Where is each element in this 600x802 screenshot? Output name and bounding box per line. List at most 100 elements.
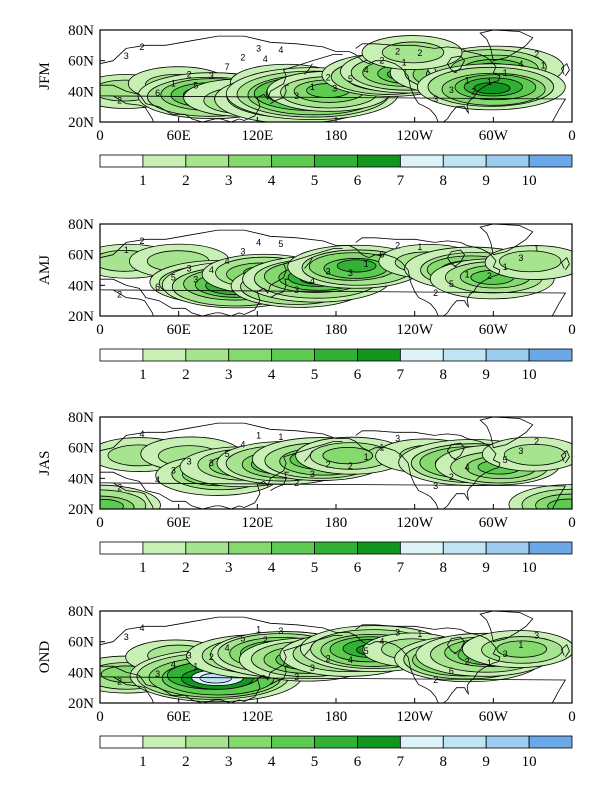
colorbar-level-label: 9: [482, 560, 490, 576]
colorbar-swatch: [99, 348, 144, 362]
contour-label: 3: [395, 628, 400, 638]
panel-amj: AMJ80N60N40N20N2343211534653643121245312…: [37, 217, 576, 383]
lon-tick-label: 0: [96, 709, 104, 725]
contour-label: 2: [534, 437, 539, 447]
colorbar-swatch: [314, 541, 358, 555]
contour-label: 4: [139, 429, 144, 439]
coastline: [479, 417, 534, 449]
contour-label: 4: [225, 643, 230, 653]
lat-tick-label: 20N: [68, 309, 94, 325]
colorbar-swatch: [314, 154, 358, 168]
contour-label: 3: [310, 469, 315, 479]
colorbar-level-label: 5: [311, 560, 319, 576]
lon-tick-label: 120W: [396, 709, 434, 725]
contour-label: 2: [117, 96, 122, 106]
contour-label: 3: [187, 651, 192, 661]
colorbar-level-label: 3: [225, 754, 233, 770]
contour-label: 5: [348, 74, 353, 84]
colorbar-level-label: 9: [482, 367, 490, 383]
contour-label: 2: [117, 677, 122, 687]
colorbar-swatch: [485, 541, 530, 555]
colorbar-swatch: [485, 154, 530, 168]
colorbar-level-label: 7: [397, 560, 405, 576]
coastline: [348, 245, 439, 316]
lon-tick-label: 120E: [241, 128, 273, 144]
coastline: [100, 422, 350, 452]
colorbar-level-label: 1: [139, 173, 147, 189]
contour-label: 1: [518, 640, 523, 650]
lat-tick-label: 40N: [68, 278, 94, 294]
contour-label: 2: [449, 472, 454, 482]
contour-label: 2: [139, 236, 144, 246]
colorbar-level-label: 6: [354, 173, 362, 189]
coastline: [348, 51, 439, 122]
contour-label: 4: [139, 623, 144, 633]
contour-label: 3: [209, 71, 214, 81]
contour-band: [496, 640, 548, 658]
coastline: [355, 430, 501, 509]
colorbar-swatch: [142, 154, 187, 168]
colorbar-swatch: [442, 348, 487, 362]
contour-label: 3: [433, 481, 438, 491]
colorbar-level-label: 9: [482, 173, 490, 189]
lon-tick-label: 60W: [479, 128, 509, 144]
contour-label: 2: [417, 48, 422, 58]
colorbar-swatch: [528, 154, 573, 168]
contour-label: 3: [348, 268, 353, 278]
colorbar-level-label: 10: [522, 754, 537, 770]
coastline: [446, 249, 465, 268]
colorbar-swatch: [442, 735, 487, 749]
colorbar-swatch: [185, 348, 230, 362]
contour-label: 3: [155, 669, 160, 679]
lon-tick-label: 0: [568, 515, 576, 531]
contour-label: 2: [139, 42, 144, 52]
contour-label: 3: [395, 434, 400, 444]
contour-band: [100, 498, 124, 509]
colorbar: 1 2 3 4 5 6 7 8 9 10: [99, 735, 573, 770]
lon-tick-label: 60E: [167, 322, 191, 338]
lat-tick-label: 40N: [68, 471, 94, 487]
coastline: [100, 248, 343, 316]
lon-tick-label: 180: [325, 515, 348, 531]
contour-label: 1: [364, 452, 369, 462]
colorbar-swatch: [399, 154, 444, 168]
contour-label: 2: [117, 483, 122, 493]
contour-label: 2: [348, 461, 353, 471]
colorbar-swatch: [314, 348, 358, 362]
colorbar-swatch: [357, 735, 401, 749]
contour-label: 1: [487, 658, 492, 668]
colorbar-swatch: [271, 541, 315, 555]
colorbar-swatch: [228, 541, 273, 555]
coastline: [100, 229, 350, 259]
contour-label: 2: [326, 460, 331, 470]
colorbar-swatch: [271, 735, 315, 749]
lat-tick-label: 80N: [68, 604, 94, 620]
colorbar-level-label: 8: [440, 560, 448, 576]
contour-label: 1: [278, 432, 283, 442]
contour-label: 5: [171, 273, 176, 283]
contour-label: 5: [240, 634, 245, 644]
colorbar-level-label: 5: [311, 754, 319, 770]
contour-label: 4: [240, 440, 245, 450]
lon-tick-label: 60W: [479, 515, 509, 531]
contour-label: 1: [256, 430, 261, 440]
lon-tick-label: 0: [568, 709, 576, 725]
season-label: OND: [37, 641, 53, 674]
contour-label: 5: [278, 239, 283, 249]
colorbar: 1 2 3 4 5 6 7 8 9 10: [99, 541, 573, 576]
contour-label: 4: [171, 660, 176, 670]
contour-label: 2: [395, 47, 400, 57]
coastline: [304, 644, 313, 656]
coastline: [100, 95, 567, 122]
contour-label: 3: [518, 253, 523, 263]
contour-label: 4: [465, 463, 470, 473]
contour-label: 1: [256, 624, 261, 634]
contour-label: 2: [326, 654, 331, 664]
lon-tick-label: 60E: [167, 128, 191, 144]
contour-label: 6: [155, 282, 160, 292]
contour-band: [473, 82, 511, 95]
